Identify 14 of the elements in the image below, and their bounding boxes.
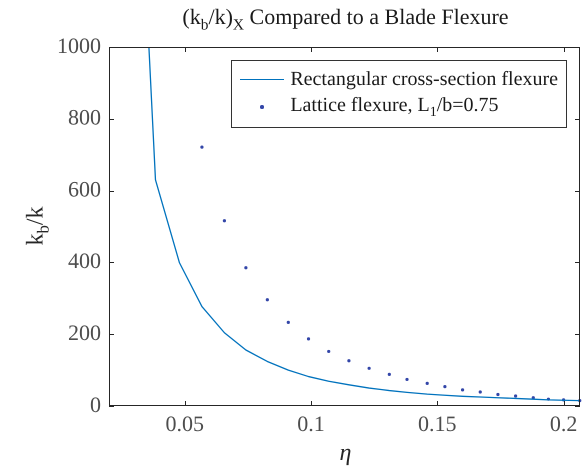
y-tick-label: 1000: [57, 32, 101, 58]
y-tick-label: 400: [68, 248, 101, 274]
x-tick-label: 0.15: [418, 410, 457, 436]
y-tick-label: 600: [68, 176, 101, 202]
x-tick-label: 0.1: [297, 410, 325, 436]
x-axis-title: η: [338, 440, 352, 467]
chart-title: (k$_{b}$/k)$_{X}$ Compared to a Blade Flexure: [181, 4, 510, 34]
x-tick-label: 0.05: [166, 410, 204, 436]
x-tick-label: 0.2: [550, 410, 578, 436]
legend-label: Lattice flexure, L$_{1}$/b=0.75: [290, 94, 499, 120]
y-tick-label: 800: [68, 104, 101, 130]
y-tick-label: 0: [90, 392, 101, 417]
legend-label: Rectangular cross-section flexure: [290, 68, 558, 90]
y-tick-label: 200: [68, 320, 101, 345]
